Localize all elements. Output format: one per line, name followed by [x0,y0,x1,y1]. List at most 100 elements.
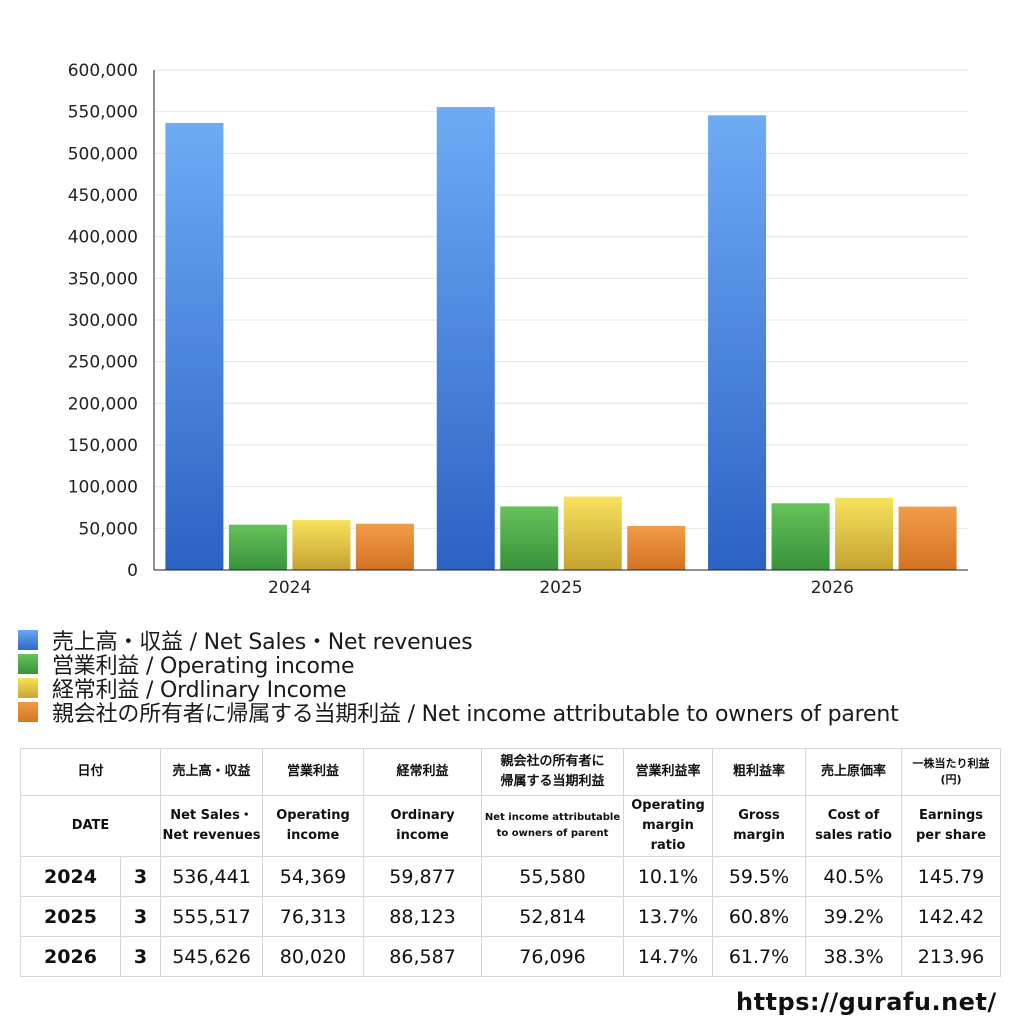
legend-swatch-ordinary-income [18,678,38,698]
y-axis-tick-labels: 0 50,000 100,000 150,000 200,000 250,000 300,0… [68,61,138,581]
cell-operating: 54,369 [262,856,365,897]
cell-sales: 536,441 [160,856,264,897]
cell-net: 55,580 [481,856,625,897]
grid-lines [154,69,968,529]
header-net-jp: 親会社の所有者に 帰属する当期利益 [481,748,625,796]
header-net-en-line1: Net income attributable [484,812,621,823]
header-sales-jp: 売上高・収益 [160,748,264,796]
y-tick-label: 200,000 [68,394,138,414]
header-op-margin-en-line3: ratio [650,838,686,853]
bar-2024-series-2 [292,520,351,570]
header-op-margin-jp: 営業利益率 [623,748,714,796]
header-date-en: DATE [19,795,162,857]
header-eps-en-line2: per share [915,828,987,843]
header-gross-jp: 粗利益率 [712,748,807,796]
legend-item-ordinary-income: 経常利益 / Ordlinary Income [18,676,899,703]
legend-item-net-income: 親会社の所有者に帰属する当期利益 / Net income attributab… [18,700,899,727]
header-op-margin-en-line2: margin [642,818,694,833]
header-cost-jp: 売上原価率 [805,748,903,796]
y-tick-label: 550,000 [68,103,138,123]
bar-2025-series-3 [627,525,686,570]
cell-cost: 38.3% [805,936,903,977]
header-cost-en-line2: sales ratio [815,828,892,843]
header-ordinary-en-line2: income [396,828,449,843]
table-header-jp: 日付 売上高・収益 営業利益 経常利益 親会社の所有者に 帰属する当期利益 営業利… [19,748,1002,796]
legend-label-operating-income: 営業利益 / Operating income [52,654,355,679]
header-date-jp: 日付 [19,748,162,796]
header-gross-en: Gross margin [712,795,807,857]
header-cost-en-line1: Cost of [827,808,880,823]
cell-cost: 39.2% [805,896,903,937]
header-sales-en-line2: Net revenues [162,828,261,843]
bar-2026-series-1 [771,503,830,570]
y-tick-label: 250,000 [68,353,138,373]
cell-month: 3 [119,936,162,977]
cell-ordinary: 88,123 [363,896,483,937]
cell-month: 3 [119,856,162,897]
cell-cost: 40.5% [805,856,903,897]
cell-year: 2026 [20,936,121,977]
financial-table: 日付 売上高・収益 営業利益 経常利益 親会社の所有者に 帰属する当期利益 営業利… [19,748,1002,977]
cell-month: 3 [119,896,162,937]
header-ordinary-en-line1: Ordinary [390,808,455,823]
header-gross-en-line1: Gross [738,808,780,823]
y-tick-label: 600,000 [68,61,138,81]
cell-eps: 213.96 [901,936,1002,977]
cell-sales: 555,517 [160,896,264,937]
header-gross-en-line2: margin [733,828,785,843]
cell-gross: 59.5% [712,856,807,897]
cell-gross: 61.7% [712,936,807,977]
header-operating-jp: 営業利益 [262,748,365,796]
header-operating-en-line1: Operating [276,808,350,823]
cell-ordinary: 59,877 [363,856,483,897]
table-header-en: DATE Net Sales・ Net revenues Operating inc… [19,795,1002,857]
legend-swatch-operating-income [18,654,38,674]
bar-2025-series-1 [500,506,559,570]
y-tick-label: 500,000 [68,144,138,164]
y-tick-label: 50,000 [79,519,138,539]
header-ordinary-jp: 経常利益 [363,748,483,796]
header-net-jp-line2: 帰属する当期利益 [500,774,605,789]
bar-2026-series-3 [898,506,957,570]
cell-op-margin: 13.7% [623,896,714,937]
header-operating-en: Operating income [262,795,365,857]
header-cost-en: Cost of sales ratio [805,795,903,857]
cell-eps: 145.79 [901,856,1002,897]
table-row: 2025 3 555,517 76,313 88,123 52,814 13.7… [20,896,1002,937]
x-tick-label: 2026 [811,578,854,598]
header-operating-en-line2: income [286,828,340,843]
cell-year: 2025 [20,896,121,937]
cell-net: 76,096 [481,936,625,977]
header-net-en-line2: to owners of parent [496,828,609,839]
cell-gross: 60.8% [712,896,807,937]
x-tick-label: 2024 [268,578,311,598]
legend-label-ordinary-income: 経常利益 / Ordlinary Income [52,678,347,703]
bar-2024-series-3 [355,523,414,570]
y-tick-label: 450,000 [68,186,138,206]
header-sales-en-line1: Net Sales・ [170,808,253,823]
bar-2024-series-1 [228,524,287,570]
header-op-margin-en-line1: Operating [631,798,705,813]
chart-legend: 売上高・収益 / Net Sales・Net revenues 営業利益 / O… [18,628,899,727]
header-op-margin-en: Operating margin ratio [623,795,714,857]
cell-operating: 80,020 [262,936,365,977]
header-sales-en: Net Sales・ Net revenues [160,795,264,857]
cell-eps: 142.42 [901,896,1002,937]
legend-label-net-income: 親会社の所有者に帰属する当期利益 / Net income attributab… [52,702,899,727]
site-url: https://gurafu.net/ [736,988,997,1016]
legend-swatch-net-sales [18,630,38,650]
cell-net: 52,814 [481,896,625,937]
cell-op-margin: 14.7% [623,936,714,977]
legend-swatch-net-income [18,702,38,722]
axes [153,70,968,571]
y-tick-label: 0 [127,561,138,581]
y-tick-label: 100,000 [68,478,138,498]
header-eps-jp-line2: (円) [940,773,962,786]
cell-op-margin: 10.1% [623,856,714,897]
y-tick-label: 150,000 [68,436,138,456]
header-net-en: Net income attributable to owners of pare… [481,795,625,857]
bar-chart: 0 50,000 100,000 150,000 200,000 250,000 300,0… [68,61,968,598]
bar-2026-series-0 [708,115,767,570]
bar-2025-series-0 [436,107,495,571]
header-eps-en-line1: Earnings [918,808,984,823]
